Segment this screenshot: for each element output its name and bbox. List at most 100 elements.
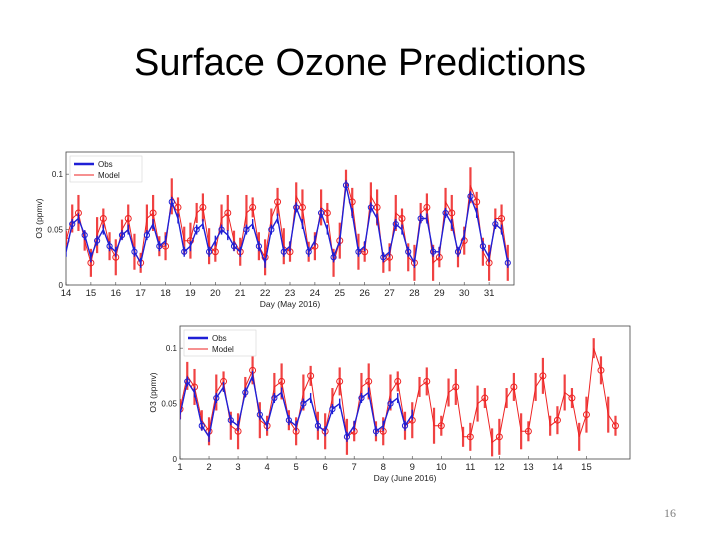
model-point	[510, 383, 518, 391]
obs-point	[401, 422, 409, 429]
model-point	[611, 422, 619, 430]
obs-point	[156, 243, 163, 250]
obs-point	[242, 389, 249, 396]
x-tick-label: 8	[381, 462, 386, 473]
obs-point	[318, 209, 325, 217]
model-point	[473, 198, 481, 206]
y-tick-label: 0	[173, 455, 178, 464]
x-tick-label: 27	[384, 288, 395, 299]
slide-title: Surface Ozone Predictions	[133, 42, 586, 84]
obs-point	[206, 248, 213, 255]
x-tick-label: 28	[409, 288, 420, 299]
obs-point	[193, 226, 200, 233]
obs-point	[330, 254, 337, 261]
legend-obs-label: Obs	[212, 334, 227, 343]
model-point	[524, 427, 532, 435]
y-tick-label: 0.05	[47, 226, 63, 235]
y-tick-label: 0.1	[52, 170, 64, 179]
x-tick-label: 24	[310, 288, 321, 299]
obs-point	[343, 433, 351, 440]
x-tick-label: 7	[352, 462, 357, 473]
model-point	[365, 377, 373, 385]
x-tick-label: 21	[235, 288, 246, 299]
x-tick-label: 25	[334, 288, 345, 299]
obs-point	[184, 378, 191, 385]
model-point	[249, 203, 257, 211]
model-point	[199, 203, 207, 211]
model-point	[180, 405, 184, 413]
model-point	[452, 383, 460, 391]
model-point	[323, 209, 331, 217]
obs-point	[255, 243, 262, 250]
x-tick-label: 16	[110, 288, 121, 299]
x-tick-label: 15	[581, 462, 592, 473]
x-axis-label: Day (June 2016)	[374, 473, 437, 483]
x-tick-label: 15	[86, 288, 97, 299]
x-tick-label: 10	[436, 462, 447, 473]
obs-point	[227, 417, 234, 424]
model-point	[398, 215, 406, 222]
x-tick-label: 6	[323, 462, 328, 473]
obs-point	[504, 259, 511, 266]
model-point	[278, 377, 286, 385]
x-tick-label: 20	[210, 288, 221, 299]
obs-point	[342, 182, 350, 189]
model-point	[373, 203, 381, 211]
obs-point	[329, 406, 336, 413]
obs-point	[380, 254, 387, 261]
model-point	[224, 209, 232, 217]
model-point	[448, 209, 456, 217]
model-point	[498, 215, 506, 222]
obs-point	[131, 248, 138, 255]
legend-model-label: Model	[98, 171, 120, 180]
obs-series-line	[66, 185, 509, 266]
obs-point	[358, 394, 365, 402]
model-point	[423, 377, 431, 385]
y-axis-label: O3 (ppmv)	[34, 198, 44, 238]
model-point	[423, 203, 431, 211]
obs-point	[198, 422, 205, 429]
obs-point	[367, 204, 374, 211]
x-tick-label: 3	[235, 462, 240, 473]
obs-point	[492, 220, 499, 228]
model-point	[99, 215, 107, 222]
obs-point	[268, 226, 275, 233]
x-tick-label: 19	[185, 288, 196, 299]
obs-point	[143, 232, 150, 239]
obs-point	[285, 417, 292, 424]
x-tick-label: 9	[410, 462, 415, 473]
x-tick-label: 14	[552, 462, 563, 473]
x-tick-label: 29	[434, 288, 445, 299]
obs-point	[355, 248, 362, 255]
obs-point	[168, 198, 175, 205]
model-point	[597, 366, 605, 374]
obs-point	[300, 400, 307, 407]
x-tick-label: 11	[465, 462, 475, 473]
obs-point	[430, 248, 437, 255]
obs-point	[372, 428, 380, 435]
obs-point	[314, 422, 322, 429]
obs-point	[271, 394, 278, 402]
model-point	[174, 203, 182, 211]
x-tick-label: 18	[160, 288, 171, 299]
series-group	[180, 338, 619, 457]
legend: Obs Model	[69, 155, 143, 183]
model-point	[568, 394, 576, 402]
model-point	[274, 198, 282, 206]
x-tick-label: 2	[206, 462, 211, 473]
obs-point	[69, 220, 76, 228]
obs-point	[181, 248, 188, 255]
obs-point	[392, 220, 399, 228]
y-tick-label: 0	[59, 281, 64, 290]
model-point	[336, 377, 344, 385]
model-point	[149, 209, 157, 217]
x-tick-label: 12	[494, 462, 505, 473]
x-tick-label: 23	[285, 288, 296, 299]
y-tick-label: 0.05	[161, 400, 177, 409]
x-tick-label: 4	[264, 462, 269, 473]
model-point	[307, 372, 315, 380]
obs-point	[81, 232, 88, 239]
x-tick-label: 17	[135, 288, 146, 299]
obs-point	[106, 243, 113, 250]
model-point	[124, 215, 132, 222]
